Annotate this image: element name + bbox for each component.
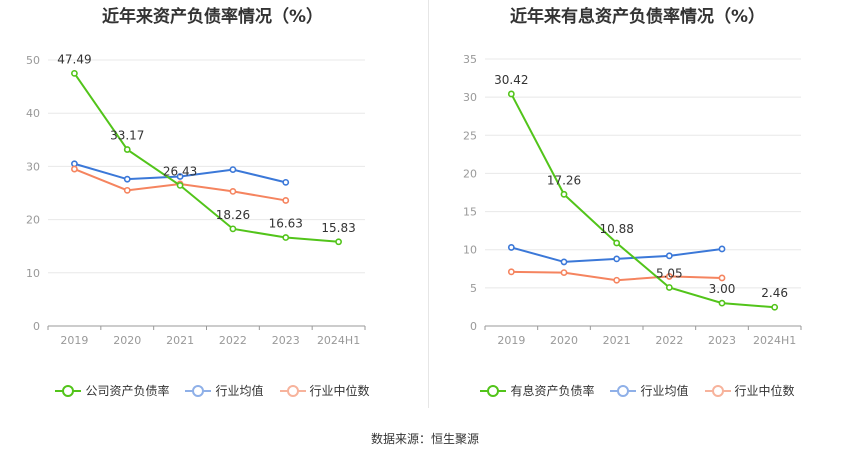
chart-plot-area: 0 10 20 30 40 50 2019 2020 2021 2022 2023 2024H1 47.… bbox=[26, 52, 366, 347]
data-point bbox=[282, 197, 290, 204]
y-tick-label: 30 bbox=[26, 160, 40, 173]
data-point bbox=[665, 252, 673, 260]
legend-label: 行业中位数 bbox=[309, 384, 370, 398]
data-point bbox=[718, 245, 726, 253]
data-label: 5.05 bbox=[656, 266, 683, 280]
data-label: 2.46 bbox=[761, 286, 788, 300]
data-point bbox=[123, 175, 131, 183]
data-point bbox=[718, 299, 726, 307]
legend-marker-icon bbox=[610, 384, 637, 398]
x-tick-label: 2021 bbox=[603, 334, 631, 347]
data-point bbox=[282, 234, 290, 241]
legend-label: 行业均值 bbox=[215, 384, 264, 398]
y-tick-label: 20 bbox=[26, 214, 40, 227]
data-point bbox=[229, 225, 237, 233]
x-tick-label: 2023 bbox=[708, 334, 736, 347]
chart-plot-area: 0 5 10 15 20 25 30 35 2019 2020 2021 2022 2023 2024H1… bbox=[463, 53, 802, 347]
y-tick-label: 50 bbox=[26, 54, 40, 67]
data-point bbox=[282, 178, 290, 186]
chart-divider bbox=[428, 0, 429, 408]
legend-item-industry-median[interactable]: 行业中位数 bbox=[704, 382, 795, 399]
chart-title: 近年来资产负债率情况（%） bbox=[101, 7, 324, 27]
data-source-note: 数据来源：恒生聚源 bbox=[370, 432, 479, 446]
data-point bbox=[507, 244, 515, 251]
data-label: 33.17 bbox=[110, 129, 144, 143]
data-label: 18.26 bbox=[216, 208, 250, 222]
x-tick-label: 2023 bbox=[272, 334, 300, 347]
data-point bbox=[771, 303, 779, 311]
data-point bbox=[123, 146, 131, 153]
data-point bbox=[229, 188, 237, 195]
legend-item-interest-bearing-ratio[interactable]: 有息资产负债率 bbox=[480, 382, 594, 399]
y-tick-label: 30 bbox=[463, 91, 477, 104]
chart-legend: 有息资产负债率 行业均值 行业中位数 bbox=[425, 382, 850, 399]
x-tick-label: 2022 bbox=[219, 334, 247, 347]
y-tick-label: 0 bbox=[470, 320, 477, 333]
data-label: 30.42 bbox=[494, 73, 528, 87]
legend-marker-icon bbox=[279, 384, 306, 398]
y-tick-label: 15 bbox=[463, 206, 477, 219]
legend-label: 行业中位数 bbox=[734, 384, 795, 398]
y-tick-label: 10 bbox=[463, 244, 477, 257]
data-point bbox=[123, 186, 131, 194]
legend-label: 公司资产负债率 bbox=[85, 384, 170, 398]
legend-label: 行业均值 bbox=[640, 384, 689, 398]
data-point bbox=[507, 90, 515, 98]
legend-item-industry-median[interactable]: 行业中位数 bbox=[279, 382, 370, 399]
data-label: 17.26 bbox=[547, 173, 581, 187]
data-point bbox=[229, 166, 237, 173]
data-label: 10.88 bbox=[599, 222, 633, 236]
data-point bbox=[718, 274, 726, 282]
data-point bbox=[665, 273, 673, 280]
data-point bbox=[560, 190, 568, 198]
data-point bbox=[335, 238, 342, 246]
data-point bbox=[613, 255, 621, 263]
x-tick-label: 2019 bbox=[60, 334, 88, 347]
y-tick-label: 20 bbox=[463, 167, 477, 180]
data-point bbox=[613, 276, 621, 284]
chart-asset-liability-ratio: 近年来资产负债率情况（%） 0 10 20 30 40 50 2019 2020 2021 202… bbox=[0, 0, 425, 420]
data-label: 26.43 bbox=[163, 164, 197, 178]
legend-item-company-ratio[interactable]: 公司资产负债率 bbox=[55, 382, 169, 399]
data-label: 15.83 bbox=[321, 221, 355, 235]
data-label: 47.49 bbox=[57, 52, 91, 66]
y-tick-label: 0 bbox=[33, 320, 40, 333]
chart-legend: 公司资产负债率 行业均值 行业中位数 bbox=[0, 382, 425, 399]
data-point bbox=[71, 165, 78, 173]
x-tick-label: 2024H1 bbox=[753, 334, 796, 347]
legend-marker-icon bbox=[185, 384, 212, 398]
x-tick-label: 2020 bbox=[113, 334, 141, 347]
legend-item-industry-mean[interactable]: 行业均值 bbox=[610, 382, 689, 399]
series-line bbox=[510, 93, 775, 309]
data-label: 3.00 bbox=[709, 282, 736, 296]
x-tick-label: 2019 bbox=[497, 334, 525, 347]
x-tick-label: 2020 bbox=[550, 334, 578, 347]
x-tick-label: 2022 bbox=[655, 334, 683, 347]
y-tick-label: 25 bbox=[463, 129, 477, 142]
data-point bbox=[71, 69, 78, 77]
legend-item-industry-mean[interactable]: 行业均值 bbox=[185, 382, 264, 399]
y-tick-label: 5 bbox=[470, 282, 477, 295]
x-tick-label: 2021 bbox=[166, 334, 194, 347]
legend-label: 有息资产负债率 bbox=[510, 384, 595, 398]
data-point bbox=[560, 258, 568, 266]
data-point bbox=[613, 239, 621, 247]
series-line bbox=[73, 72, 339, 243]
data-label: 16.63 bbox=[269, 217, 303, 231]
y-tick-label: 40 bbox=[26, 107, 40, 120]
data-point bbox=[176, 173, 184, 180]
data-point bbox=[176, 181, 184, 189]
legend-marker-icon bbox=[55, 384, 82, 398]
y-tick-label: 35 bbox=[463, 53, 477, 66]
legend-marker-icon bbox=[704, 384, 731, 398]
legend-marker-icon bbox=[480, 384, 507, 398]
chart-title: 近年来有息资产负债率情况（%） bbox=[509, 7, 766, 27]
data-point bbox=[560, 269, 568, 276]
data-point bbox=[71, 160, 78, 168]
y-tick-label: 10 bbox=[26, 267, 40, 280]
data-point bbox=[665, 284, 673, 291]
chart-interest-bearing-ratio: 近年来有息资产负债率情况（%） 0 5 10 15 20 25 30 35 2019 2020 20… bbox=[425, 0, 850, 420]
data-point bbox=[507, 268, 515, 276]
x-tick-label: 2024H1 bbox=[317, 334, 360, 347]
